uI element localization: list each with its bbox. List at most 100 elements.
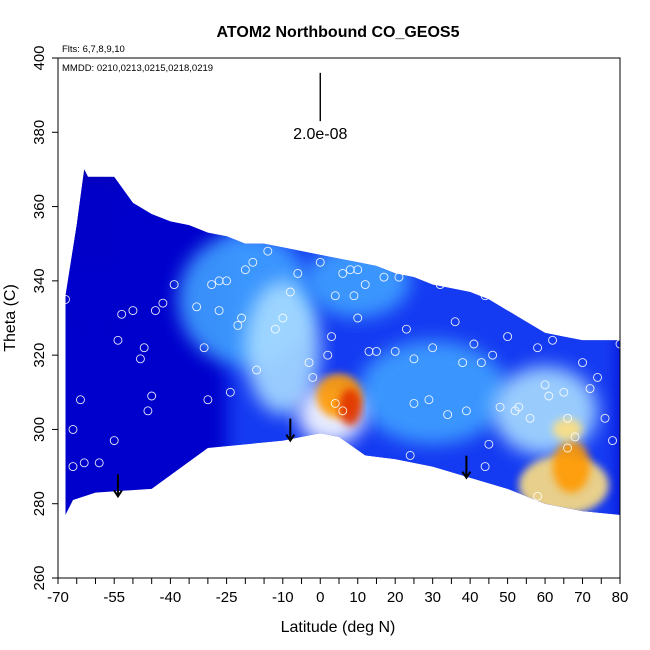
observation-point bbox=[330, 398, 340, 408]
observation-point bbox=[68, 424, 78, 434]
observation-point bbox=[488, 350, 498, 360]
observation-point bbox=[240, 265, 250, 275]
arrow-head bbox=[113, 489, 123, 499]
y-axis: 260 280 300 320 340 360 380 400 bbox=[31, 45, 58, 591]
x-tick-label: 50 bbox=[499, 589, 516, 606]
field-blob bbox=[552, 440, 591, 493]
observation-point bbox=[304, 358, 314, 368]
observation-point bbox=[237, 313, 247, 323]
observation-point bbox=[435, 280, 445, 290]
observation-point bbox=[544, 391, 554, 401]
observation-point bbox=[64, 202, 74, 212]
scale-bar: 2.0e-08 bbox=[293, 72, 348, 143]
observation-point bbox=[143, 406, 153, 416]
observation-point bbox=[192, 302, 202, 312]
observation-point bbox=[578, 358, 587, 368]
observation-point bbox=[252, 365, 262, 375]
observation-point bbox=[548, 335, 558, 345]
observation-point bbox=[401, 324, 411, 334]
observation-point bbox=[207, 280, 217, 290]
field-blob bbox=[245, 280, 321, 415]
observation-point bbox=[495, 402, 505, 412]
observation-point bbox=[308, 372, 318, 382]
observation-point bbox=[390, 346, 400, 356]
observation-point bbox=[420, 254, 430, 264]
observation-point bbox=[225, 387, 235, 397]
field-blob bbox=[339, 388, 362, 426]
observation-point bbox=[563, 443, 572, 453]
observation-point bbox=[139, 343, 149, 353]
observation-point bbox=[428, 343, 438, 353]
x-tick-label: 40 bbox=[462, 589, 479, 606]
observation-point bbox=[458, 358, 468, 368]
observation-point bbox=[169, 280, 179, 290]
observation-point bbox=[150, 306, 160, 316]
observation-point bbox=[503, 332, 513, 342]
observation-point bbox=[563, 413, 572, 423]
observation-point bbox=[94, 458, 104, 468]
observation-point bbox=[484, 439, 494, 449]
y-tick-label: 380 bbox=[31, 120, 48, 145]
observation-point bbox=[68, 462, 78, 472]
observation-point bbox=[330, 291, 340, 301]
x-tick-label: 80 bbox=[612, 589, 629, 606]
observation-point bbox=[147, 391, 157, 401]
observation-point bbox=[338, 268, 348, 278]
observation-point bbox=[338, 406, 348, 416]
observation-point bbox=[135, 354, 145, 364]
field-blob bbox=[552, 418, 583, 441]
observation-point bbox=[533, 491, 543, 501]
observation-point bbox=[199, 343, 209, 353]
flights-note: Flts: 6,7,8,9,10 bbox=[62, 44, 125, 55]
observation-point bbox=[559, 387, 569, 397]
x-tick-label: -55 bbox=[103, 589, 125, 606]
observation-point bbox=[315, 257, 325, 267]
observation-point bbox=[353, 265, 363, 275]
observation-point bbox=[409, 398, 419, 408]
y-tick-label: 400 bbox=[31, 45, 48, 70]
observation-point bbox=[327, 332, 336, 342]
y-axis-label: Theta (C) bbox=[2, 284, 19, 352]
observation-points bbox=[61, 202, 625, 501]
observation-point bbox=[383, 257, 393, 267]
observation-point bbox=[278, 313, 288, 323]
field-blob bbox=[492, 366, 598, 456]
arrow-head bbox=[461, 471, 472, 480]
observation-point bbox=[293, 268, 303, 278]
scale-bar-label: 2.0e-08 bbox=[293, 126, 347, 143]
observation-point bbox=[525, 413, 535, 423]
x-tick-label: 30 bbox=[424, 589, 441, 606]
x-tick-label: -40 bbox=[160, 589, 182, 606]
observation-point bbox=[476, 358, 486, 368]
x-tick-label: -25 bbox=[216, 589, 238, 606]
observation-point bbox=[540, 380, 550, 390]
observation-point bbox=[570, 432, 580, 442]
x-tick-label: 20 bbox=[387, 589, 404, 606]
y-tick-label: 260 bbox=[31, 565, 48, 590]
observation-point bbox=[76, 395, 85, 405]
observation-point bbox=[128, 306, 138, 316]
observation-point bbox=[113, 335, 123, 345]
observation-point bbox=[364, 346, 374, 356]
observation-point bbox=[480, 291, 490, 301]
observation-point bbox=[79, 458, 89, 468]
observation-point bbox=[285, 287, 295, 297]
observation-point bbox=[372, 346, 381, 356]
observation-point bbox=[214, 276, 224, 286]
observation-point bbox=[233, 320, 243, 330]
observation-point bbox=[394, 272, 404, 282]
field-blob bbox=[357, 340, 508, 445]
y-tick-label: 360 bbox=[31, 194, 48, 219]
observation-point bbox=[379, 272, 389, 282]
observation-point bbox=[480, 462, 490, 472]
observation-point bbox=[323, 350, 333, 360]
tropopause-arrows bbox=[113, 418, 472, 499]
observation-point bbox=[533, 343, 543, 353]
observation-point bbox=[424, 395, 434, 405]
observation-point bbox=[222, 276, 232, 286]
x-tick-label: -10 bbox=[272, 589, 294, 606]
observation-point bbox=[409, 354, 419, 364]
dates-note: MMDD: 0210,0213,0215,0218,0219 bbox=[62, 63, 213, 74]
x-tick-label: 70 bbox=[574, 589, 591, 606]
